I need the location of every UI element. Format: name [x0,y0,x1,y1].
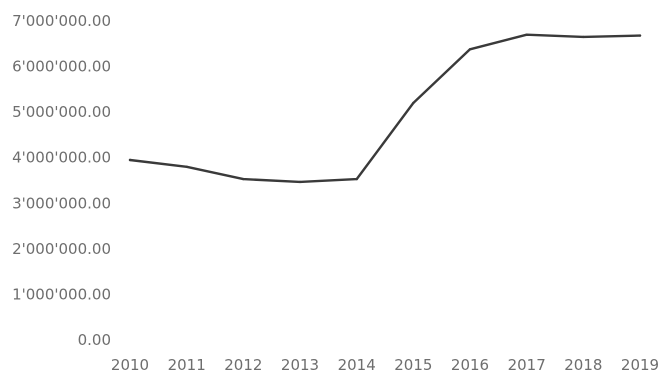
x-tick-label: 2015 [394,356,432,374]
y-tick-label: 4'000'000.00 [12,149,111,167]
data-point [242,177,245,181]
data-point [185,165,188,168]
y-tick-label: 6'000'000.00 [12,58,111,76]
x-tick-label: 2016 [451,356,489,374]
data-point [638,34,642,37]
x-axis: 2010 2011 2012 2013 2014 2015 2016 2017 2018 2019 [111,356,659,374]
y-axis: 0.00 1'000'000.00 2'000'000.00 3'000'000.00… [12,12,111,349]
x-tick-label: 2019 [621,356,659,374]
x-tick-label: 2014 [338,356,376,374]
x-tick-label: 2011 [168,356,206,374]
y-tick-label: 0.00 [78,331,111,349]
data-point [468,48,472,51]
plot-area [128,33,642,184]
data-point [128,158,132,162]
data-point [298,180,302,184]
y-tick-label: 1'000'000.00 [12,285,111,303]
data-point [412,101,415,105]
x-tick-label: 2017 [508,356,546,374]
data-point [582,35,585,39]
y-tick-label: 7'000'000.00 [12,12,111,30]
y-tick-label: 2'000'000.00 [12,240,111,258]
y-tick-label: 3'000'000.00 [12,194,111,212]
y-tick-label: 5'000'000.00 [12,103,111,121]
x-tick-label: 2018 [564,356,602,374]
x-tick-label: 2012 [224,356,262,374]
x-tick-label: 2010 [111,356,149,374]
data-point [525,33,528,36]
x-tick-label: 2013 [281,356,319,374]
series-line [128,33,642,184]
data-point [355,177,358,181]
